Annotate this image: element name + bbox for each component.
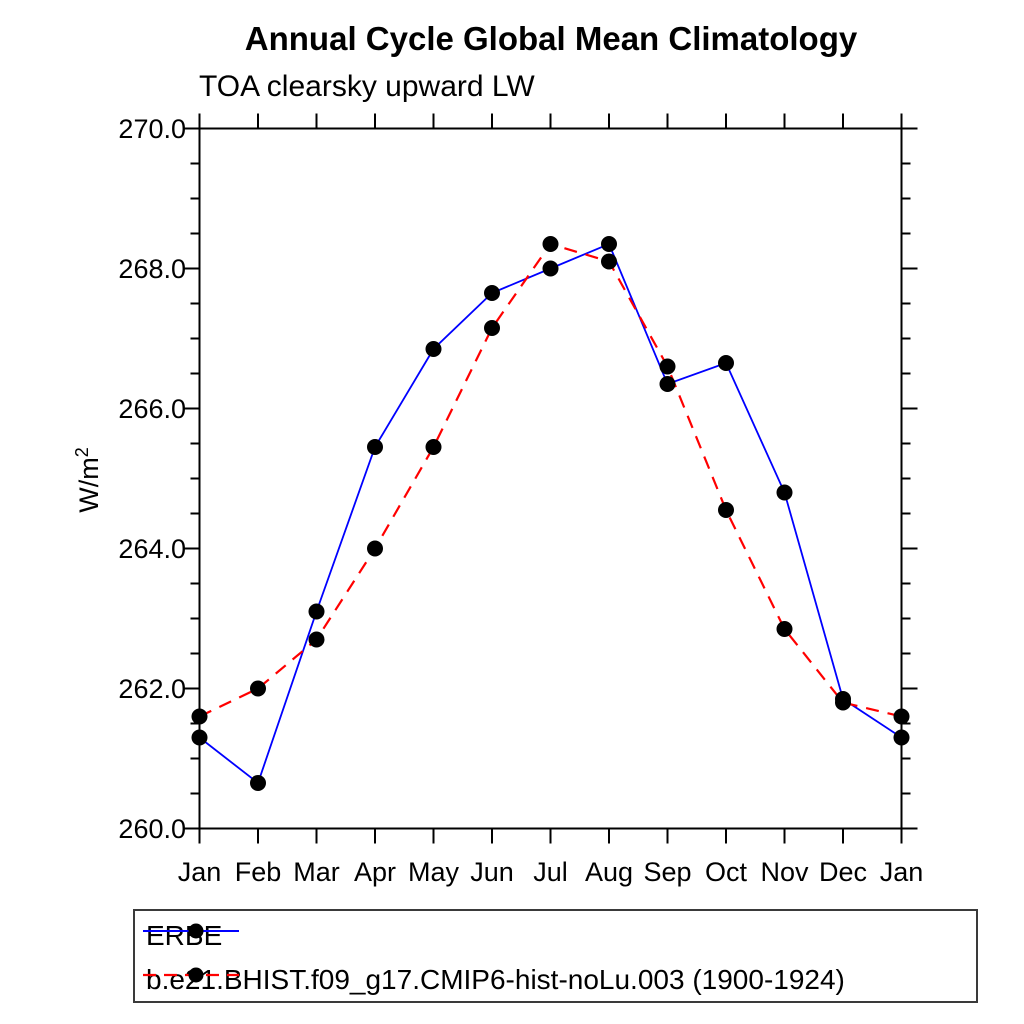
x-tick-label: May xyxy=(407,857,460,887)
plot-frame xyxy=(198,127,903,830)
data-point-model-Mar xyxy=(308,631,325,648)
x-tick-label: Mar xyxy=(293,857,340,887)
data-point-erbe-Mar xyxy=(308,603,325,620)
data-point-erbe-Sep xyxy=(659,376,676,392)
data-point-erbe-Apr xyxy=(367,439,383,455)
x-tick-label: Jul xyxy=(533,857,568,887)
data-point-model-May xyxy=(425,439,442,455)
data-point-erbe-Feb xyxy=(250,775,266,791)
chart-subtitle: TOA clearsky upward LW xyxy=(199,70,535,103)
data-point-erbe-May xyxy=(425,341,442,357)
data-point-model-Apr xyxy=(367,540,383,557)
series-line-erbe xyxy=(198,242,902,785)
x-tick-label: Apr xyxy=(353,857,397,887)
x-tick-label: Aug xyxy=(584,857,634,887)
data-point-erbe-Jan xyxy=(893,729,910,746)
data-point-erbe-Aug xyxy=(601,236,617,252)
data-point-erbe-Jun xyxy=(484,285,500,301)
data-point-model-Aug xyxy=(601,253,617,270)
y-tick-label: 262.0 xyxy=(118,673,186,704)
x-tick-label: Nov xyxy=(760,857,809,887)
x-tick-label: Jan xyxy=(879,857,924,887)
data-point-model-Jan xyxy=(893,708,910,725)
data-point-model-Jul xyxy=(542,236,559,252)
data-point-erbe-Jan xyxy=(191,729,208,746)
data-point-erbe-Nov xyxy=(776,484,793,501)
data-point-model-Dec xyxy=(835,694,851,711)
data-point-erbe-Jul xyxy=(542,260,559,277)
data-point-model-Feb xyxy=(250,680,266,697)
chart-title: Annual Cycle Global Mean Climatology xyxy=(244,20,858,57)
data-point-model-Jun xyxy=(484,320,500,336)
legend-label-model: b.e21.BHIST.f09_g17.CMIP6-hist-noLu.003 … xyxy=(146,964,845,995)
y-tick-label: 268.0 xyxy=(118,253,186,284)
data-point-model-Sep xyxy=(659,358,676,375)
data-point-model-Oct xyxy=(718,502,734,518)
x-tick-label: Jun xyxy=(470,857,514,887)
legend-line-sample-dashed xyxy=(143,967,239,983)
legend-item-model: b.e21.BHIST.f09_g17.CMIP6-hist-noLu.003 … xyxy=(141,964,845,995)
y-tick-label: 266.0 xyxy=(118,393,186,424)
x-tick-label: Sep xyxy=(643,857,692,887)
data-point-model-Nov xyxy=(776,621,793,637)
y-tick-label: 260.0 xyxy=(118,813,186,844)
legend-marker-dot xyxy=(188,967,204,983)
legend: ERBE b.e21.BHIST.f09_g17.CMIP6-hist-noLu… xyxy=(133,909,978,1003)
x-tick-label: Jan xyxy=(177,857,222,887)
data-point-model-Jan xyxy=(191,708,208,725)
y-tick-label: 270.0 xyxy=(118,113,186,144)
legend-marker-dot xyxy=(188,923,204,939)
legend-line-sample-solid xyxy=(143,923,239,939)
x-tick-label: Dec xyxy=(818,857,868,887)
x-tick-label: Feb xyxy=(234,857,282,887)
x-tick-label: Oct xyxy=(704,857,748,887)
data-point-erbe-Oct xyxy=(718,355,734,371)
y-tick-label: 264.0 xyxy=(118,533,186,564)
legend-item-erbe: ERBE xyxy=(141,920,239,951)
legend-label-erbe: ERBE xyxy=(146,920,223,951)
